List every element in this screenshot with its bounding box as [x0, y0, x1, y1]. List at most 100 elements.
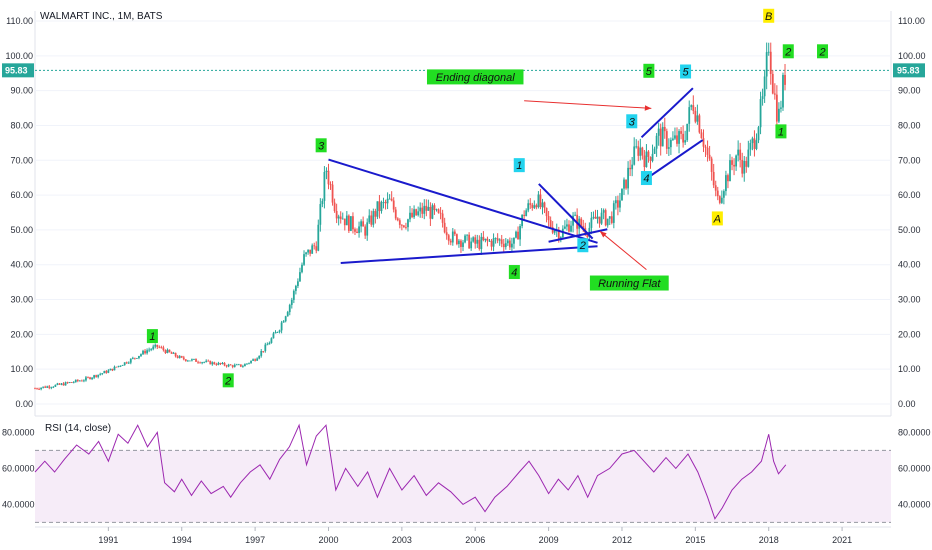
candle-body [125, 362, 128, 364]
candle-body [700, 132, 703, 139]
wave-label: 3 [626, 114, 638, 129]
candle-body [672, 138, 674, 140]
candle-body [706, 147, 709, 155]
candle-body [201, 362, 204, 364]
candle-body [211, 362, 214, 365]
candle-body [745, 160, 748, 167]
candle-body [284, 316, 287, 322]
candle-body [647, 151, 650, 157]
candle-body [468, 234, 471, 249]
candle-body [266, 344, 269, 346]
candle-body [775, 94, 778, 122]
candle-body [606, 218, 609, 226]
candle-body [533, 205, 536, 208]
candle-body [676, 135, 678, 144]
candle-body [136, 358, 138, 359]
candle-body [506, 240, 509, 244]
rsi-tick-label: 40.0000 [898, 499, 931, 509]
candle-body [460, 240, 462, 247]
candle-body [299, 272, 301, 282]
candle-body [358, 226, 360, 233]
candle-body [191, 359, 193, 361]
wave-label-box [315, 138, 327, 153]
candle-body [688, 107, 691, 124]
trendline [340, 245, 598, 264]
last-price-label-right: 95.83 [897, 65, 920, 75]
candle-body [402, 225, 405, 227]
candle-body [470, 241, 473, 249]
candle-body [500, 239, 503, 244]
candle-body [305, 252, 307, 255]
candle-body [154, 344, 157, 347]
candle-body [574, 214, 576, 216]
candle-body [142, 350, 144, 355]
candle-body [480, 236, 483, 249]
candle-body [311, 245, 314, 254]
candle-body [519, 226, 521, 240]
candle-body [56, 383, 59, 385]
candle-body [207, 360, 210, 362]
candle-body [604, 210, 607, 226]
wave-label-text: 1 [516, 160, 522, 172]
candle-body [321, 200, 324, 205]
wave-label: 2 [782, 44, 794, 59]
x-tick-label: 1991 [98, 535, 118, 545]
wave-label-text: 1 [778, 126, 784, 138]
candle-body [568, 224, 570, 232]
candle-body [598, 216, 601, 224]
candle-body [759, 99, 762, 128]
candle-body [209, 360, 212, 365]
y-tick-label: 90.00 [10, 86, 33, 96]
candle-body [78, 380, 81, 382]
candle-body [704, 146, 707, 148]
candle-body [445, 232, 448, 236]
candle-body [423, 205, 426, 214]
candle-body [508, 240, 511, 248]
candle-body [517, 231, 519, 240]
candle-body [529, 203, 532, 205]
candle-body [553, 230, 556, 233]
candle-body [229, 364, 232, 366]
candle-body [115, 366, 118, 368]
y-tick-label: 30.00 [898, 295, 921, 305]
candle-body [496, 238, 499, 241]
rsi-band [35, 450, 891, 523]
candle-body [680, 131, 682, 134]
candle-body [478, 239, 481, 249]
wave-labels: 1 2 3 4 1 2 3 4 5 5 A B 1 2 2 [146, 8, 829, 388]
rsi-tick-label: 80.0000 [898, 427, 931, 437]
candle-body [653, 148, 656, 154]
candle-body [729, 160, 731, 182]
candle-body [564, 226, 566, 229]
candle-body [763, 76, 766, 97]
candle-body [602, 210, 605, 213]
candle-body [370, 215, 373, 225]
y-tick-label: 40.00 [898, 260, 921, 270]
candle-body [531, 204, 534, 208]
candle-body [95, 375, 98, 377]
candle-body [690, 105, 693, 108]
candle-body [258, 355, 261, 359]
candle-body [331, 184, 334, 203]
candle-body [757, 127, 760, 141]
candle-body [260, 350, 263, 356]
candle-body [89, 377, 91, 380]
candle-body [213, 362, 216, 365]
rsi-tick-label: 40.0000 [2, 499, 35, 509]
candle-body [276, 331, 279, 333]
candle-body [282, 321, 285, 323]
candle-body [596, 216, 599, 219]
candle-body [233, 364, 236, 367]
candle-body [592, 216, 595, 218]
candle-body [195, 358, 197, 362]
candle-body [235, 364, 238, 366]
wave-label: 2 [577, 238, 589, 253]
candle-body [264, 344, 267, 352]
candle-body [727, 175, 729, 182]
candle-body [710, 158, 713, 172]
candle-body [152, 346, 155, 350]
candle-body [36, 388, 38, 390]
candle-body [354, 229, 356, 232]
candle-body [127, 362, 130, 364]
